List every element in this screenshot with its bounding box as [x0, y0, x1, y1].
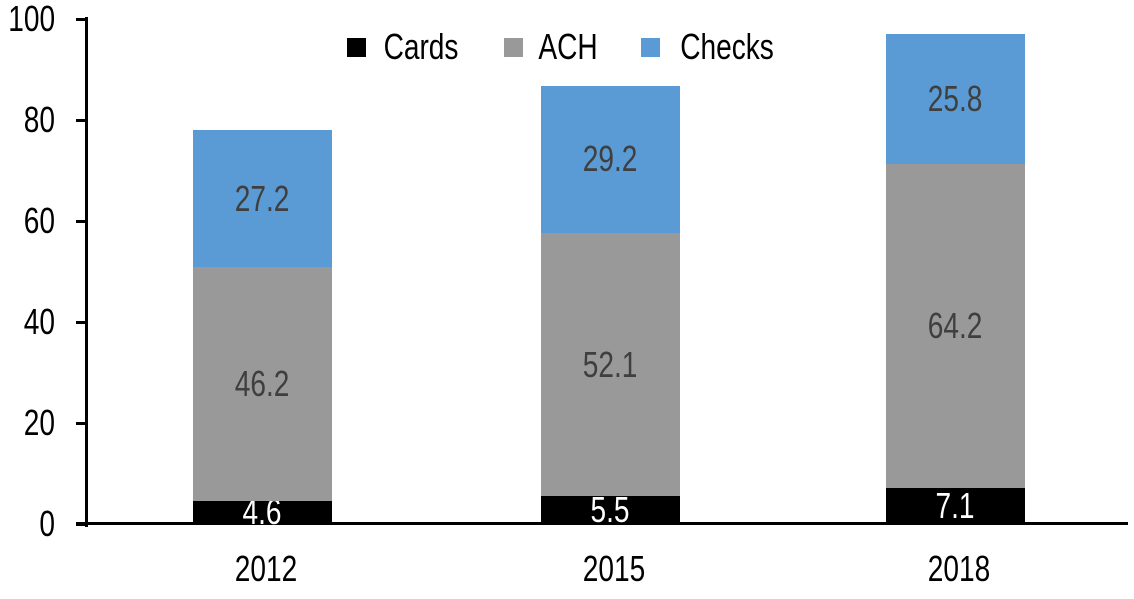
- bar-value-label: 46.2: [193, 267, 332, 500]
- bar-value-label: 64.2: [886, 164, 1025, 488]
- legend-swatch-ach: [503, 37, 523, 57]
- bar-value-label: 27.2: [193, 130, 332, 267]
- x-axis-label-2015: 2015: [534, 549, 694, 589]
- bar-value-label-text: 25.8: [927, 77, 983, 119]
- bar-segment-cards-2012: [192, 500, 332, 524]
- bar-segment-cards-2015: [540, 496, 680, 524]
- legend-label-text: Checks: [680, 26, 774, 67]
- legend-item-checks: Checks: [641, 29, 787, 65]
- bar-value-label: 5.5: [541, 492, 680, 528]
- bar-value-label-text: 27.2: [234, 177, 290, 219]
- bar-segment-ach-2012: [192, 267, 332, 501]
- bar-segment-checks-2018: [885, 33, 1025, 164]
- bar-value-label-text: 7.1: [935, 485, 975, 527]
- y-axis-tick: [76, 422, 88, 425]
- x-axis-label-2018: 2018: [879, 549, 1039, 589]
- bar-value-label-text: 29.2: [582, 138, 638, 180]
- y-axis-tick-label-text: 60: [23, 200, 55, 241]
- x-axis-label-2012-text: 2012: [234, 548, 298, 589]
- legend-item-cards: Cards: [346, 29, 469, 65]
- bar-value-label-text: 64.2: [927, 305, 983, 347]
- y-axis-tick-label: 20: [0, 403, 55, 443]
- bar-segment-ach-2018: [885, 163, 1025, 489]
- x-axis-label-2012: 2012: [186, 549, 346, 589]
- y-axis-tick: [76, 321, 88, 324]
- bar-segment-checks-2012: [192, 130, 332, 268]
- bar-value-label-text: 52.1: [582, 343, 638, 385]
- x-axis-label-2015-text: 2015: [582, 548, 646, 589]
- bar-segment-cards-2018: [885, 488, 1025, 524]
- bar-segment-ach-2015: [540, 233, 680, 497]
- bar-value-label: 29.2: [541, 86, 680, 233]
- y-axis-tick-label-text: 100: [8, 0, 55, 39]
- y-axis-tick-label: 40: [0, 302, 55, 342]
- bar-value-label: 7.1: [886, 488, 1025, 524]
- legend-label-checks: Checks: [667, 29, 787, 65]
- bar-value-label: 52.1: [541, 233, 680, 496]
- legend: Cards ACH Checks: [0, 29, 1134, 65]
- legend-label-text: Cards: [383, 26, 459, 67]
- y-axis-tick-label-text: 40: [23, 301, 55, 342]
- legend-swatch-cards: [346, 37, 366, 57]
- bar-segment-checks-2015: [540, 85, 680, 234]
- y-axis-tick-label-text: 0: [39, 503, 55, 544]
- y-axis-tick-label: 0: [0, 504, 55, 544]
- y-axis-line: [85, 17, 88, 527]
- legend-label-cards: Cards: [373, 29, 469, 65]
- legend-item-ach: ACH: [503, 29, 606, 65]
- bar-value-label-text: 5.5: [590, 489, 630, 531]
- y-axis-tick: [76, 119, 88, 122]
- y-axis-tick-label-text: 80: [23, 99, 55, 140]
- y-axis-tick-label: 100: [0, 0, 55, 39]
- legend-swatch-checks: [641, 37, 660, 57]
- bar-value-label: 4.6: [193, 494, 332, 530]
- y-axis-tick-label-text: 20: [23, 402, 55, 443]
- x-axis-label-2018-text: 2018: [927, 548, 991, 589]
- y-axis-tick: [76, 523, 88, 526]
- bar-value-label: 25.8: [886, 34, 1025, 164]
- y-axis-tick-label: 60: [0, 201, 55, 241]
- legend-label-text: ACH: [538, 26, 598, 67]
- bar-value-label-text: 46.2: [234, 363, 290, 405]
- y-axis-tick-label: 80: [0, 100, 55, 140]
- y-axis-tick: [76, 220, 88, 223]
- legend-label-ach: ACH: [530, 29, 606, 65]
- y-axis-tick: [76, 18, 88, 21]
